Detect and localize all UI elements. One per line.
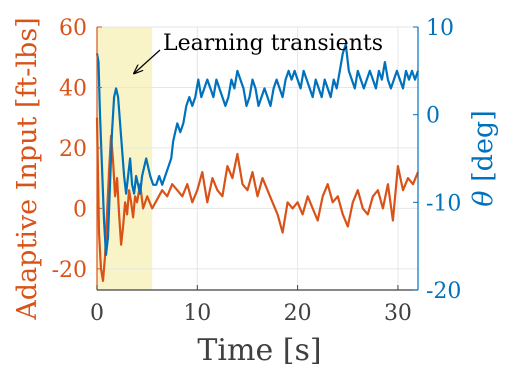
- right-tick-label: 0: [426, 104, 440, 129]
- theta-line: [95, 43, 420, 256]
- x-axis-label: Time [s]: [197, 333, 321, 368]
- left-tick-label: 60: [59, 16, 87, 41]
- left-axis-label: Adaptive Input [ft-lbs]: [12, 17, 43, 320]
- left-tick-label: -20: [52, 258, 87, 283]
- annotation-arrow: [134, 49, 161, 73]
- left-tick-label: 0: [73, 197, 87, 222]
- right-tick-label: -10: [426, 191, 461, 216]
- axes: [96, 26, 419, 291]
- right-axis-unit: [deg]: [468, 110, 499, 182]
- right-axis-label: θ [deg]: [468, 110, 499, 206]
- annotation-text: Learning transients: [163, 31, 383, 56]
- x-tick-label: 10: [183, 301, 211, 326]
- theta-symbol: θ: [468, 190, 499, 206]
- x-tick-label: 30: [384, 301, 412, 326]
- adaptive-input-line: [95, 117, 420, 282]
- left-tick-label: 40: [59, 76, 87, 101]
- left-tick-label: 20: [59, 137, 87, 162]
- series-layer: [95, 43, 420, 282]
- x-tick-label: 0: [90, 301, 104, 326]
- x-tick-label: 20: [284, 301, 312, 326]
- right-tick-label: -20: [426, 279, 461, 304]
- right-tick-label: 10: [426, 16, 454, 41]
